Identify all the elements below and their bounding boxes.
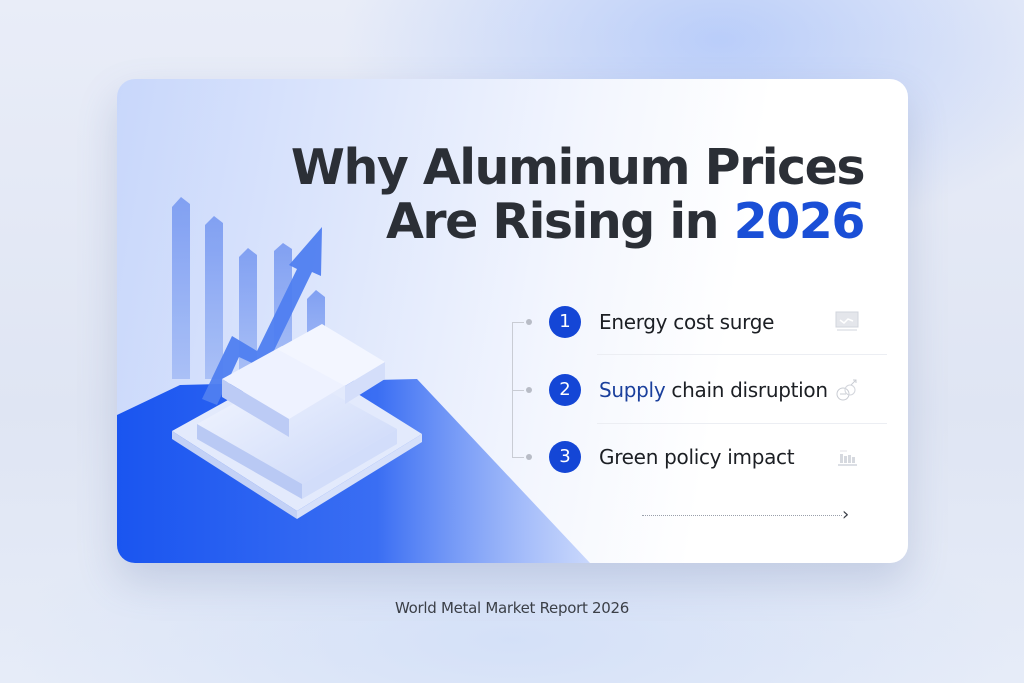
list-item: 1 Energy cost surge [497,302,877,342]
connector-tick [512,322,524,323]
number-badge: 1 [549,306,581,338]
title-line-1: Why Aluminum Prices [290,139,866,196]
connector-tick [512,390,524,391]
list-item: 3 Green policy impact [497,437,877,477]
list-item: 2 Supply chain disruption [497,370,877,410]
next-link[interactable]: › [642,504,862,525]
connector-dot [526,319,532,325]
dotted-line [642,515,842,516]
footer-caption: World Metal Market Report 2026 [395,599,629,617]
connector-dot [526,454,532,460]
separator [597,354,887,355]
item-label: Supply chain disruption [599,378,828,402]
separator [597,423,887,424]
bar-chart-icon [838,450,857,466]
infographic-card: Why Aluminum Prices Are Rising in 2026 1… [117,79,908,563]
chevron-right-icon[interactable]: › [842,504,850,525]
title-line-2: Are Rising in 2026 [291,193,866,250]
item-label: Green policy impact [599,445,795,469]
number-badge: 2 [549,374,581,406]
list-connector-line [512,322,513,457]
title-line-2-prefix: Are Rising in [385,193,734,250]
number-badge: 3 [549,441,581,473]
reasons-list: 1 Energy cost surge 2 Supply chain disru… [497,289,887,473]
coins-growth-icon [836,379,857,401]
connector-dot [526,387,532,393]
monitor-chart-icon [835,311,859,331]
page-title: Why Aluminum Prices Are Rising in 2026 [290,139,866,250]
aluminum-ingots-chart-illustration [117,197,590,563]
title-year: 2026 [733,193,866,250]
connector-tick [512,457,524,458]
item-label: Energy cost surge [599,310,775,334]
